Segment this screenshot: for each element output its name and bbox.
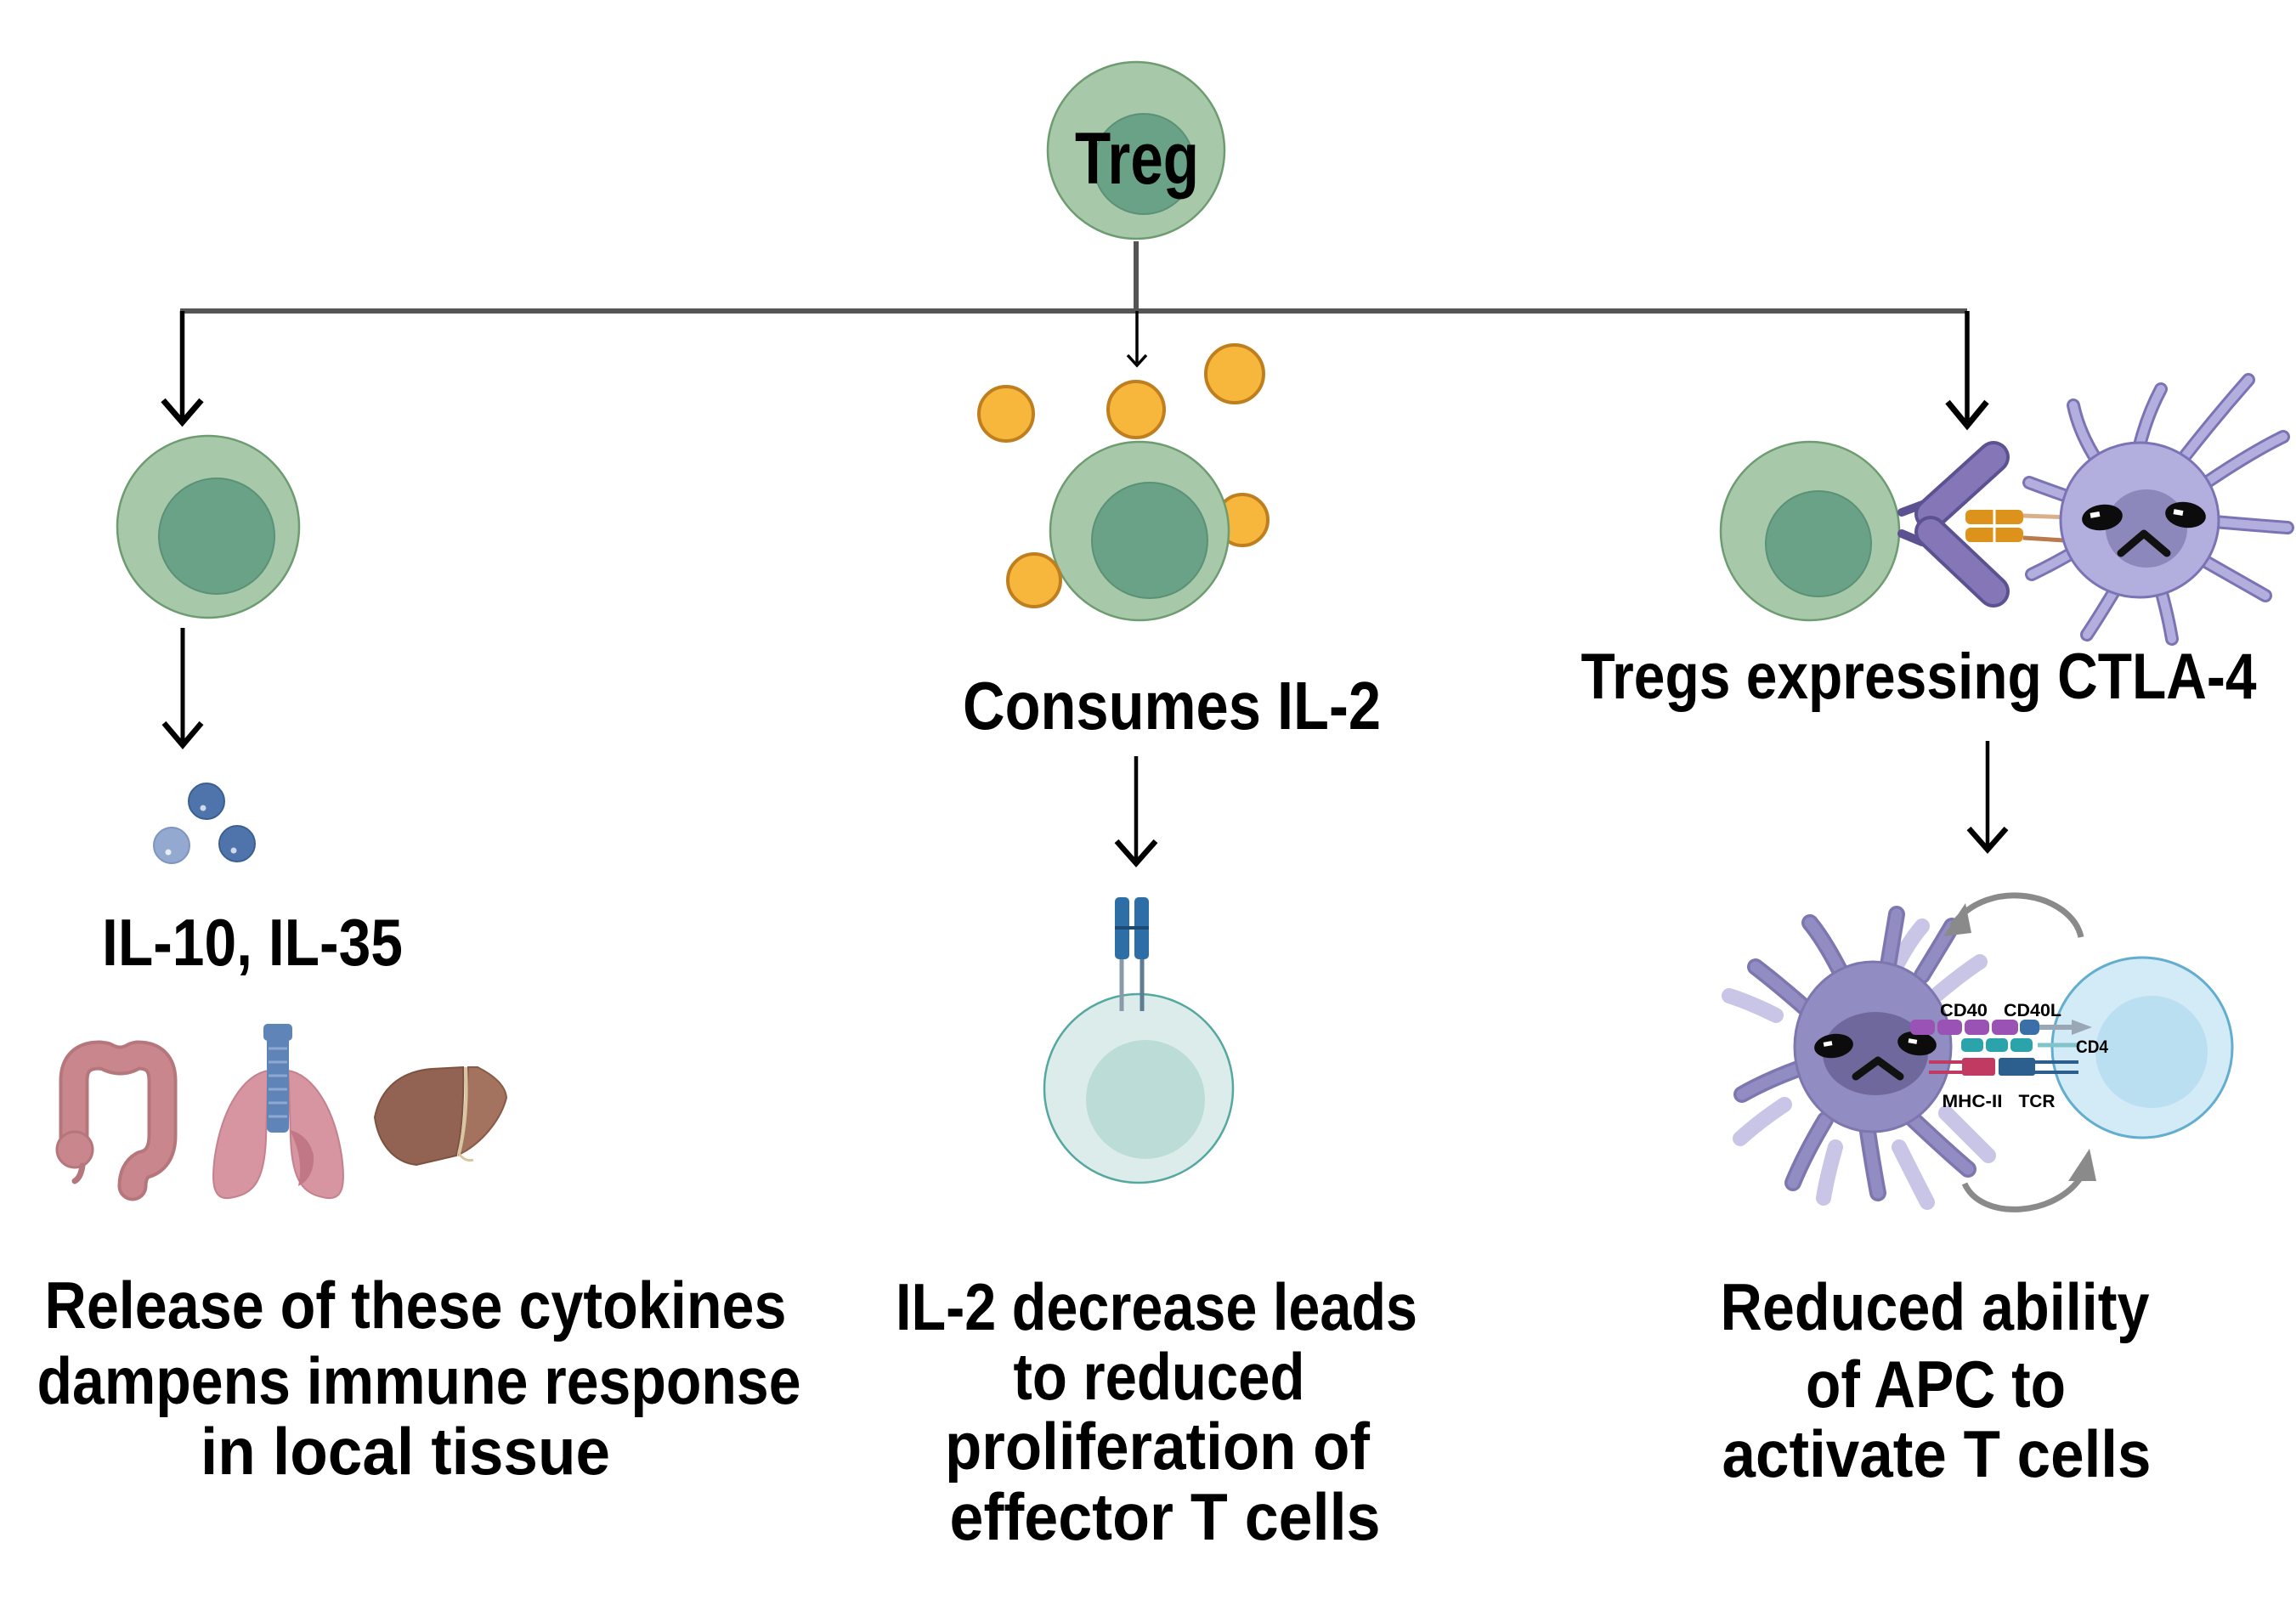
svg-text:Consumes IL-2: Consumes IL-2 <box>963 668 1381 743</box>
svg-text:effector T cells: effector T cells <box>950 1479 1381 1554</box>
svg-text:of APC to: of APC to <box>1806 1347 2066 1421</box>
svg-text:dampens immune response: dampens immune response <box>37 1343 801 1418</box>
svg-text:TCR: TCR <box>2019 1092 2056 1111</box>
svg-text:to reduced: to reduced <box>1014 1339 1305 1414</box>
svg-text:proliferation of: proliferation of <box>945 1409 1371 1483</box>
svg-text:Tregs expressing CTLA-4: Tregs expressing CTLA-4 <box>1581 641 2257 713</box>
svg-text:Reduced ability: Reduced ability <box>1721 1269 2150 1344</box>
svg-text:Treg: Treg <box>1075 118 1199 200</box>
svg-text:Release of these cytokines: Release of these cytokines <box>45 1268 787 1342</box>
svg-text:CD4: CD4 <box>2076 1037 2108 1057</box>
svg-text:IL-2 decrease leads: IL-2 decrease leads <box>896 1269 1417 1344</box>
svg-text:IL-10, IL-35: IL-10, IL-35 <box>102 905 403 980</box>
svg-text:activate T cells: activate T cells <box>1722 1416 2152 1491</box>
svg-text:in local tissue: in local tissue <box>201 1414 610 1489</box>
svg-text:MHC-II: MHC-II <box>1943 1092 2003 1111</box>
svg-text:CD40: CD40 <box>1940 1001 1988 1020</box>
svg-text:CD40L: CD40L <box>2004 1001 2061 1020</box>
